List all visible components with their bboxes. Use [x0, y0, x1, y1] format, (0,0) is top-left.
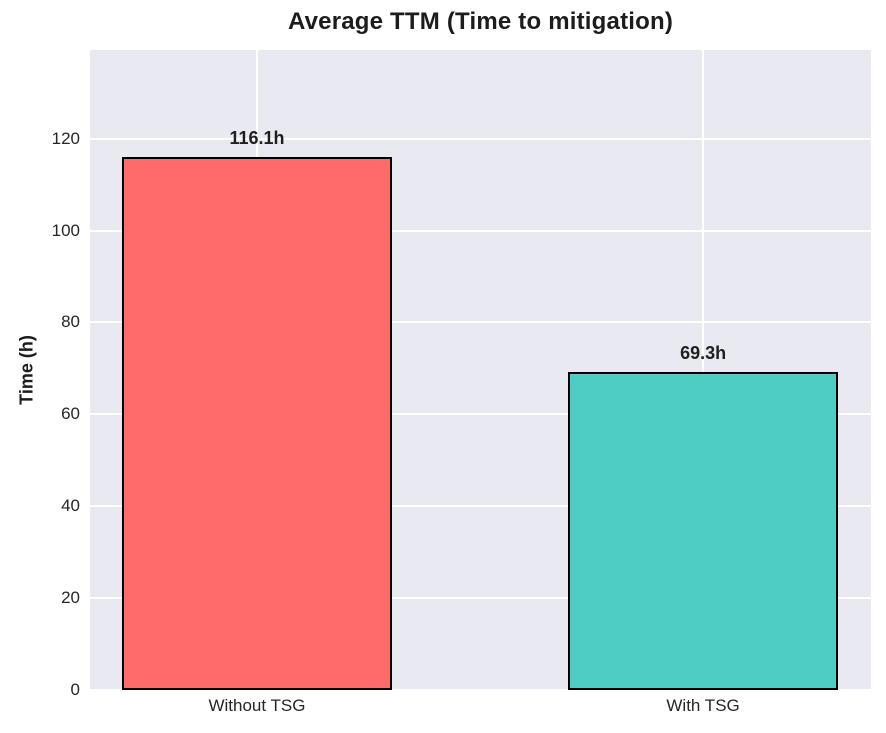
bar-value-label: 69.3h	[680, 342, 727, 363]
y-axis-label: Time (h)	[16, 335, 37, 405]
x-tick-label: With TSG	[666, 696, 740, 715]
bar-without-tsg	[122, 156, 392, 690]
h-gridline-0	[90, 689, 871, 691]
x-tick-label: Without TSG	[208, 696, 306, 715]
v-gridline-1	[702, 50, 705, 690]
h-gridline-60	[90, 413, 871, 416]
y-tick-label: 20	[61, 588, 80, 608]
h-gridline-20	[90, 597, 871, 600]
bar-value-label: 116.1h	[229, 127, 285, 148]
h-gridline-80	[90, 321, 871, 324]
y-tick-label: 60	[61, 404, 80, 424]
bar-with-tsg	[568, 371, 838, 690]
y-tick-label: 80	[61, 312, 80, 332]
plot-area: 116.1h 69.3h	[90, 50, 871, 691]
h-gridline-120	[90, 137, 871, 140]
h-gridline-100	[90, 229, 871, 232]
y-tick-label: 0	[70, 680, 80, 699]
h-gridline-40	[90, 505, 871, 508]
chart-title: Average TTM (Time to mitigation)	[287, 8, 674, 35]
y-tick-label: 40	[61, 496, 80, 516]
y-tick-label: 120	[51, 128, 80, 148]
y-tick-label: 100	[51, 220, 80, 240]
